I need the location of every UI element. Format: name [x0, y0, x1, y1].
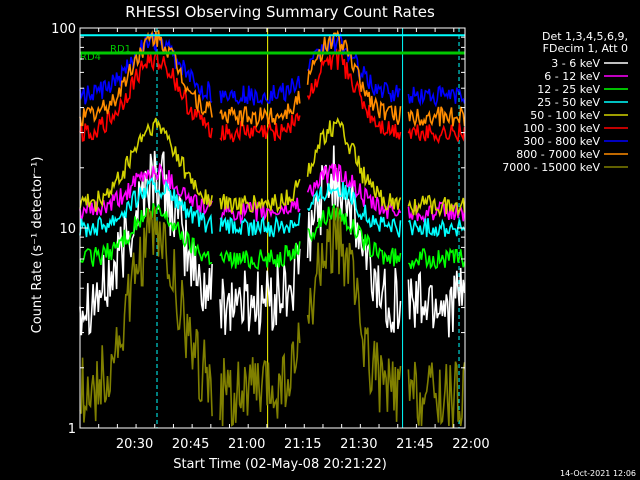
series-line-7-seg-3 — [407, 106, 466, 128]
flag-label-rd1: RD1 — [110, 44, 131, 55]
series-line-8-seg-1 — [219, 322, 301, 427]
plot-area: RD1 RD4 — [79, 28, 466, 428]
series-line-1-seg-0 — [79, 162, 213, 222]
series-line-2-seg-2 — [307, 203, 402, 267]
series-line-8-seg-3 — [407, 361, 466, 428]
legend-entry-label-7: 800 - 7000 keV — [516, 148, 600, 161]
y-axis-label: Count Rate (s⁻¹ detector⁻¹) — [30, 157, 45, 334]
series-line-4-seg-2 — [306, 116, 402, 211]
y-tick-label-1: 10 — [59, 222, 76, 237]
x-tick-label-0: 20:30 — [116, 437, 153, 452]
series-line-7-seg-0 — [79, 30, 213, 127]
legend: Det 1,3,4,5,6,9, FDecim 1, Att 0 3 - 6 k… — [502, 30, 628, 174]
series-line-8-seg-0 — [79, 206, 213, 423]
legend-entry-label-2: 12 - 25 keV — [537, 83, 600, 96]
series-line-3-seg-3 — [407, 218, 466, 238]
series-line-4-seg-3 — [407, 194, 466, 218]
series-line-6-seg-1 — [219, 75, 301, 106]
y-tick-label-0: 1 — [68, 422, 76, 437]
legend-header-line-2: FDecim 1, Att 0 — [543, 42, 628, 55]
series-line-5-seg-2 — [306, 48, 402, 140]
legend-entry-label-0: 3 - 6 keV — [551, 57, 600, 70]
series-line-2-seg-1 — [219, 241, 301, 271]
x-tick-label-1: 20:45 — [172, 437, 209, 452]
series-line-8-seg-2 — [306, 206, 402, 422]
timestamp: 14-Oct-2021 12:06 — [560, 469, 636, 478]
legend-entry-label-5: 100 - 300 keV — [523, 122, 600, 135]
series-line-3-seg-0 — [79, 176, 213, 238]
series-line-7-seg-2 — [306, 29, 402, 125]
x-tick-label-3: 21:15 — [284, 437, 321, 452]
legend-header-line-1: Det 1,3,4,5,6,9, — [542, 30, 628, 43]
legend-entry-label-4: 50 - 100 keV — [530, 109, 600, 122]
y-tick-label-2: 100 — [51, 22, 76, 37]
series-line-0-seg-1 — [219, 242, 301, 335]
chart-title: RHESSI Observing Summary Count Rates — [125, 3, 435, 21]
series-line-1-seg-3 — [407, 201, 466, 223]
series-line-3-seg-1 — [219, 213, 301, 238]
x-tick-label-4: 21:30 — [340, 437, 377, 452]
flag-label-rd4: RD4 — [80, 52, 101, 63]
series-line-5-seg-3 — [407, 122, 466, 145]
x-tick-label-5: 21:45 — [396, 437, 433, 452]
series-line-2-seg-0 — [79, 203, 213, 267]
legend-entry-label-3: 25 - 50 keV — [537, 96, 600, 109]
series-line-0-seg-3 — [407, 267, 466, 338]
legend-entry-label-6: 300 - 800 keV — [523, 135, 600, 148]
series-line-1-seg-2 — [306, 163, 402, 219]
legend-entry-label-8: 7000 - 15000 keV — [502, 161, 600, 174]
series-line-7-seg-1 — [219, 90, 301, 129]
x-tick-label-6: 22:00 — [452, 437, 489, 452]
series-line-4-seg-0 — [79, 117, 213, 212]
series-line-2-seg-3 — [407, 247, 466, 270]
series-line-6-seg-3 — [407, 85, 466, 108]
series-line-3-seg-2 — [306, 181, 402, 238]
series-line-5-seg-0 — [79, 51, 213, 142]
series-line-5-seg-1 — [219, 112, 301, 143]
series-line-4-seg-1 — [219, 178, 301, 215]
legend-entry-label-1: 6 - 12 keV — [544, 70, 600, 83]
x-axis-label: Start Time (02-May-08 20:21:22) — [173, 457, 387, 472]
axes: RHESSI Observing Summary Count Rates Sta… — [30, 3, 636, 478]
x-tick-label-2: 21:00 — [228, 437, 265, 452]
